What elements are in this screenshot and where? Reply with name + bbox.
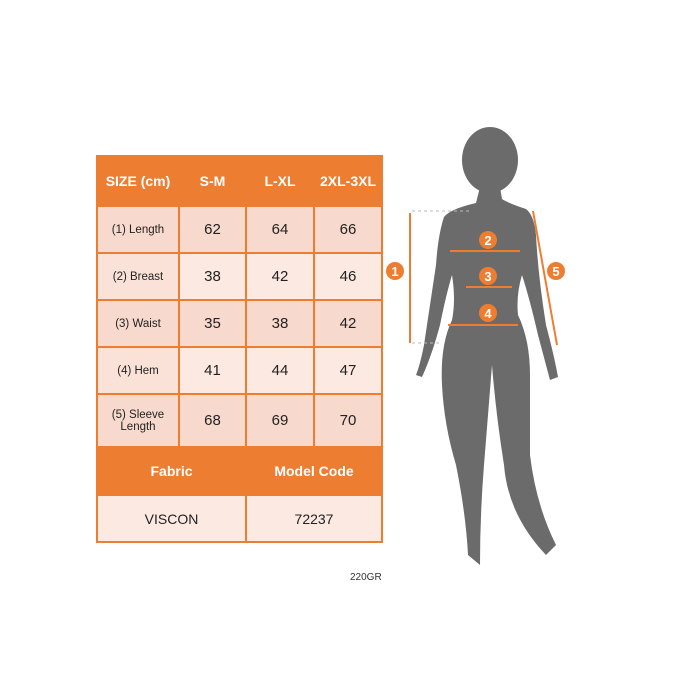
- cell: 38: [178, 252, 247, 301]
- sleeve-arrow: [532, 210, 558, 346]
- row-label: (2) Breast: [96, 252, 180, 301]
- table-row: (3) Waist 35 38 42: [96, 299, 383, 348]
- header-2xl-3xl: 2XL-3XL: [313, 155, 383, 207]
- table-row: (4) Hem 41 44 47: [96, 346, 383, 395]
- silhouette: [416, 127, 558, 565]
- model-code-label: Model Code: [245, 446, 383, 496]
- fabric-value-row: VISCON 72237: [96, 494, 383, 543]
- marker-4: 4: [484, 306, 492, 321]
- marker-2: 2: [484, 233, 491, 248]
- cell: 35: [178, 299, 247, 348]
- header-row: SIZE (cm) S-M L-XL 2XL-3XL: [96, 155, 383, 207]
- cell: 47: [313, 346, 383, 395]
- fabric-header-row: Fabric Model Code: [96, 446, 383, 496]
- measure-lines: [409, 210, 558, 346]
- body-silhouette-figure: 1 2 3 4 5: [386, 127, 565, 565]
- row-label: (3) Waist: [96, 299, 180, 348]
- table-row: (2) Breast 38 42 46: [96, 252, 383, 301]
- cell: 44: [245, 346, 315, 395]
- marker-1: 1: [391, 264, 398, 279]
- header-l-xl: L-XL: [245, 155, 315, 207]
- marker-circles: [386, 231, 565, 322]
- header-s-m: S-M: [178, 155, 247, 207]
- cell: 66: [313, 205, 383, 254]
- cell: 69: [245, 393, 315, 448]
- cell: 62: [178, 205, 247, 254]
- cell: 70: [313, 393, 383, 448]
- marker-5: 5: [552, 264, 559, 279]
- fabric-label: Fabric: [96, 446, 247, 496]
- header-size: SIZE (cm): [96, 155, 180, 207]
- table-row: (5) Sleeve Length 68 69 70: [96, 393, 383, 448]
- cell: 42: [245, 252, 315, 301]
- cell: 46: [313, 252, 383, 301]
- size-chart-table: SIZE (cm) S-M L-XL 2XL-3XL (1) Length 62…: [96, 155, 383, 543]
- marker-3: 3: [484, 269, 491, 284]
- cell: 38: [245, 299, 315, 348]
- weight-code: 220GR: [350, 572, 382, 583]
- guide-lines: [412, 210, 470, 344]
- cell: 64: [245, 205, 315, 254]
- row-label: (1) Length: [96, 205, 180, 254]
- fabric-value: VISCON: [96, 494, 247, 543]
- row-label: (5) Sleeve Length: [96, 393, 180, 448]
- cell: 41: [178, 346, 247, 395]
- row-label: (4) Hem: [96, 346, 180, 395]
- cell: 42: [313, 299, 383, 348]
- model-code-value: 72237: [245, 494, 383, 543]
- cell: 68: [178, 393, 247, 448]
- table-row: (1) Length 62 64 66: [96, 205, 383, 254]
